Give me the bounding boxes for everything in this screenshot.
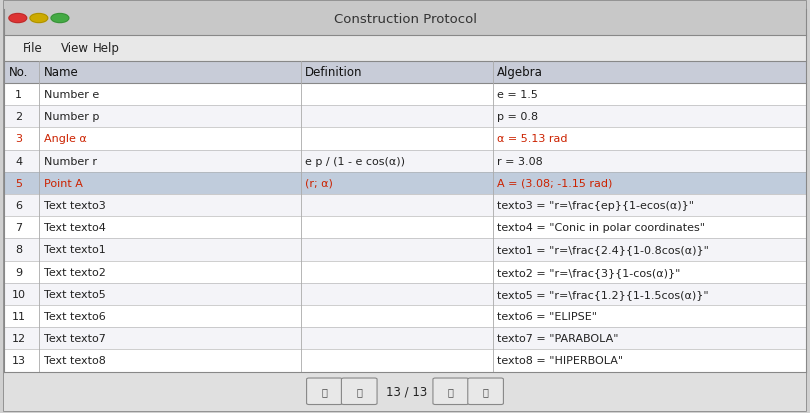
Bar — [4, 216, 806, 239]
Text: 6: 6 — [15, 201, 22, 211]
Text: texto7 = "PARABOLA": texto7 = "PARABOLA" — [497, 333, 619, 344]
Text: Help: Help — [93, 42, 120, 55]
Bar — [4, 62, 806, 84]
Text: texto4 = "Conic in polar coordinates": texto4 = "Conic in polar coordinates" — [497, 223, 706, 233]
Text: texto2 = "r=\frac{3}{1-cos(α)}": texto2 = "r=\frac{3}{1-cos(α)}" — [497, 267, 680, 277]
Text: A = (3.08; -1.15 rad): A = (3.08; -1.15 rad) — [497, 178, 612, 188]
Text: Construction Protocol: Construction Protocol — [334, 12, 476, 26]
Text: Name: Name — [44, 66, 79, 79]
Text: r = 3.08: r = 3.08 — [497, 156, 543, 166]
Text: Algebra: Algebra — [497, 66, 543, 79]
Text: α = 5.13 rad: α = 5.13 rad — [497, 134, 568, 144]
Bar — [4, 172, 806, 195]
Text: 8: 8 — [15, 245, 22, 255]
Text: Text texto4: Text texto4 — [44, 223, 106, 233]
Text: File: File — [23, 42, 42, 55]
Text: Point A: Point A — [44, 178, 83, 188]
Text: 9: 9 — [15, 267, 22, 277]
Text: texto3 = "r=\frac{ep}{1-ecos(α)}": texto3 = "r=\frac{ep}{1-ecos(α)}" — [497, 201, 694, 211]
Circle shape — [9, 14, 27, 24]
Bar — [4, 283, 806, 305]
Bar — [4, 36, 806, 62]
Text: Angle α: Angle α — [44, 134, 87, 144]
Text: ⏮: ⏮ — [322, 386, 327, 396]
Text: Text texto8: Text texto8 — [44, 356, 106, 366]
Text: 7: 7 — [15, 223, 22, 233]
Text: texto5 = "r=\frac{1.2}{1-1.5cos(α)}": texto5 = "r=\frac{1.2}{1-1.5cos(α)}" — [497, 289, 709, 299]
Text: ⏪: ⏪ — [356, 386, 362, 396]
Bar — [4, 372, 806, 411]
Text: (r; α): (r; α) — [305, 178, 333, 188]
Text: texto6 = "ELIPSE": texto6 = "ELIPSE" — [497, 311, 597, 321]
Text: texto1 = "r=\frac{2.4}{1-0.8cos(α)}": texto1 = "r=\frac{2.4}{1-0.8cos(α)}" — [497, 245, 709, 255]
Bar — [4, 239, 806, 261]
Text: ⏩: ⏩ — [448, 386, 454, 396]
Text: View: View — [61, 42, 89, 55]
Text: 12: 12 — [11, 333, 26, 344]
Text: Text texto7: Text texto7 — [44, 333, 106, 344]
FancyBboxPatch shape — [341, 378, 377, 405]
Circle shape — [51, 14, 69, 24]
FancyBboxPatch shape — [306, 378, 342, 405]
Text: Text texto1: Text texto1 — [44, 245, 106, 255]
Text: Text texto5: Text texto5 — [44, 289, 106, 299]
Text: 13: 13 — [11, 356, 26, 366]
Text: 10: 10 — [11, 289, 26, 299]
Text: Definition: Definition — [305, 66, 362, 79]
Text: p = 0.8: p = 0.8 — [497, 112, 539, 122]
Text: 4: 4 — [15, 156, 22, 166]
Text: e = 1.5: e = 1.5 — [497, 90, 538, 100]
Text: ⏭: ⏭ — [483, 386, 488, 396]
Text: 1: 1 — [15, 90, 22, 100]
Bar — [4, 128, 806, 150]
Text: No.: No. — [9, 66, 28, 79]
Bar — [4, 349, 806, 372]
Text: Text texto6: Text texto6 — [44, 311, 106, 321]
Text: texto8 = "HIPERBOLA": texto8 = "HIPERBOLA" — [497, 356, 624, 366]
Text: e p / (1 - e cos(α)): e p / (1 - e cos(α)) — [305, 156, 405, 166]
Text: 11: 11 — [11, 311, 26, 321]
Text: 13 / 13: 13 / 13 — [386, 385, 428, 398]
FancyBboxPatch shape — [433, 378, 469, 405]
Bar — [4, 328, 806, 349]
Bar — [4, 150, 806, 172]
Text: 3: 3 — [15, 134, 22, 144]
Text: 5: 5 — [15, 178, 22, 188]
Bar — [4, 106, 806, 128]
Text: Number e: Number e — [44, 90, 100, 100]
Circle shape — [30, 14, 48, 24]
Text: 2: 2 — [15, 112, 22, 122]
FancyBboxPatch shape — [468, 378, 504, 405]
Bar — [4, 84, 806, 106]
Text: Text texto3: Text texto3 — [44, 201, 106, 211]
Text: Text texto2: Text texto2 — [44, 267, 106, 277]
Text: Number r: Number r — [44, 156, 97, 166]
Bar — [4, 195, 806, 216]
Bar — [4, 261, 806, 283]
Bar — [4, 305, 806, 328]
Text: Number p: Number p — [44, 112, 100, 122]
Bar — [4, 2, 806, 36]
